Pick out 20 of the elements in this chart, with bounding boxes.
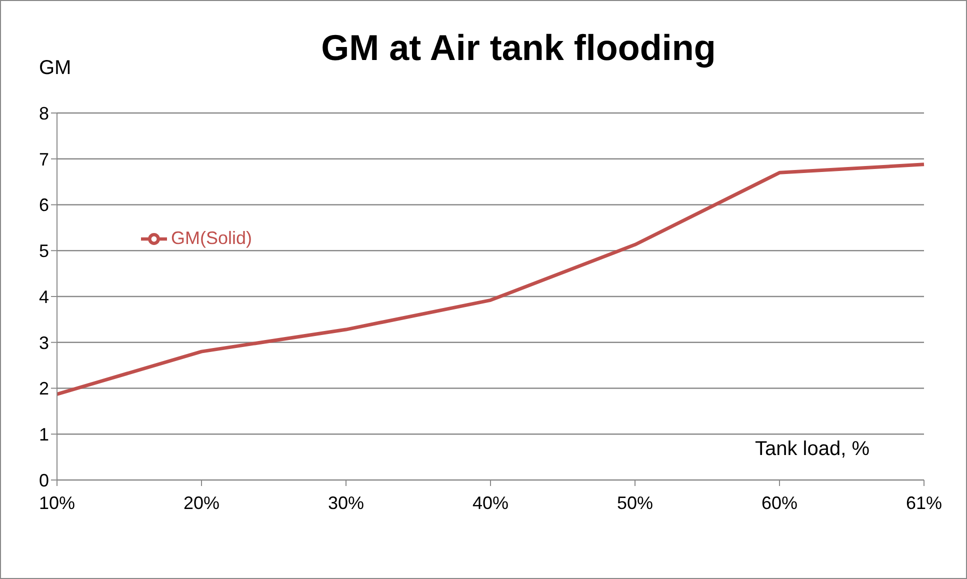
x-tick-label: 40% (472, 492, 509, 513)
y-tick-label: 4 (38, 286, 49, 307)
y-axis-title: GM (39, 57, 72, 80)
chart-title: GM at Air tank flooding (321, 27, 716, 68)
x-tick-label: 10% (38, 492, 76, 513)
y-tick-label: 1 (38, 424, 49, 445)
x-tick-label: 61% (906, 492, 942, 513)
x-tick-label: 50% (616, 492, 654, 513)
legend-label: GM(Solid) (171, 228, 252, 248)
y-tick-label: 6 (38, 195, 49, 216)
y-tick-label: 5 (38, 241, 49, 262)
x-axis-title: Tank load, % (743, 438, 882, 461)
y-tick-label: 3 (38, 332, 49, 353)
y-tick-label: 2 (38, 378, 49, 399)
y-tick-label: 8 (38, 103, 49, 124)
x-tick-label: 20% (183, 492, 220, 513)
x-tick-label: 30% (328, 492, 364, 513)
x-tick-label: 60% (761, 492, 798, 513)
y-tick-label: 0 (38, 470, 49, 490)
y-tick-label: 7 (38, 149, 49, 170)
